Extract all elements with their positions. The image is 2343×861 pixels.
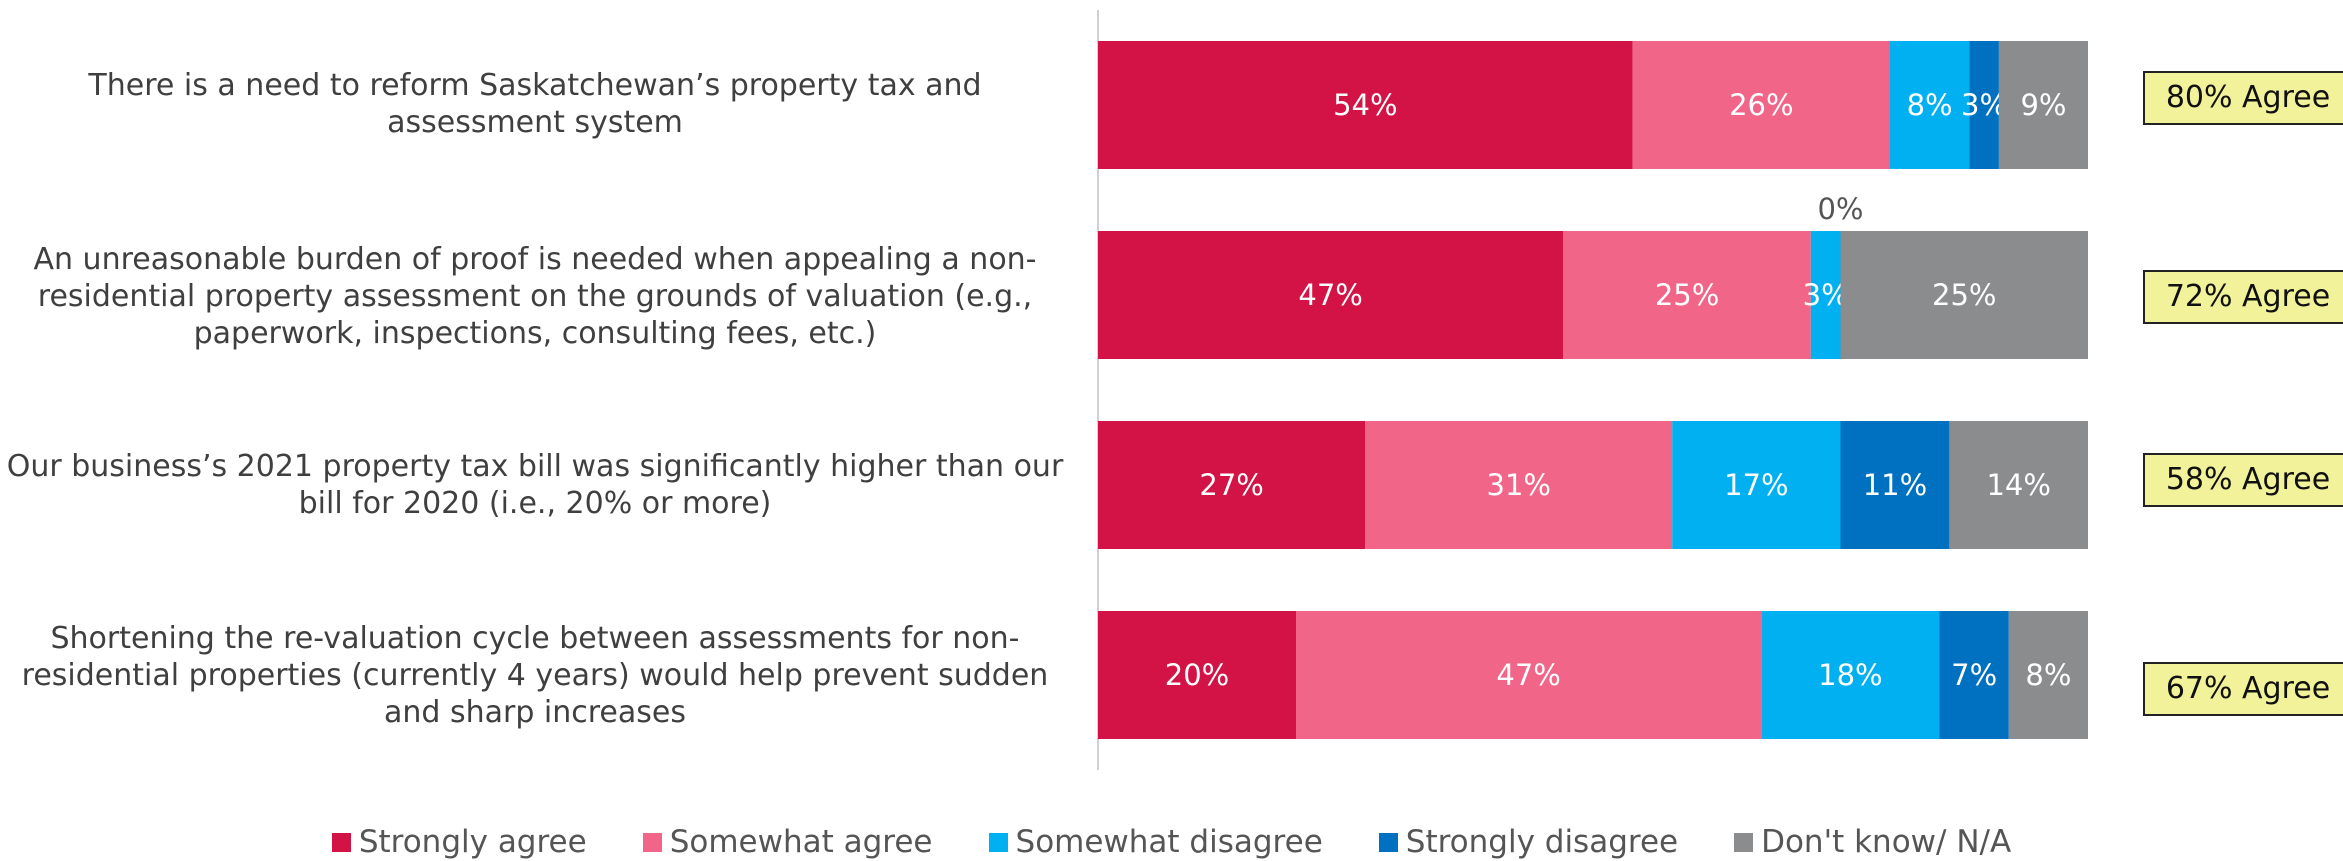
bar-segment bbox=[1949, 421, 2088, 549]
legend-label: Somewhat agree bbox=[669, 824, 933, 860]
bar-segment bbox=[1672, 421, 1841, 549]
legend-label: Strongly disagree bbox=[1405, 824, 1679, 860]
agree-total-badge-1: 80% Agree bbox=[2143, 71, 2343, 125]
category-label-3: Our business’s 2021 property tax bill wa… bbox=[6, 449, 1064, 521]
data-label: 31% bbox=[1487, 468, 1551, 502]
data-label: 27% bbox=[1199, 468, 1263, 502]
agree-total-badge-3: 58% Agree bbox=[2143, 453, 2343, 507]
legend-item-strongly-agree: Strongly agree bbox=[331, 823, 587, 861]
agree-total-badge-2: 72% Agree bbox=[2143, 270, 2343, 324]
legend-label: Somewhat disagree bbox=[1015, 824, 1323, 860]
data-label: 9% bbox=[2020, 88, 2066, 122]
data-label: 54% bbox=[1333, 88, 1397, 122]
bar-segment bbox=[1098, 231, 1564, 359]
data-label: 25% bbox=[1932, 278, 1996, 312]
legend-item-somewhat-agree: Somewhat agree bbox=[642, 823, 933, 861]
data-label: 25% bbox=[1655, 278, 1719, 312]
data-label: 0% bbox=[1817, 192, 1863, 226]
legend-swatch bbox=[1734, 832, 1754, 852]
category-label-1: There is a need to reform Saskatchewan’s… bbox=[88, 68, 982, 140]
category-label-2: An unreasonable burden of proof is neede… bbox=[33, 242, 1037, 351]
data-label: 8% bbox=[1907, 88, 1953, 122]
legend-swatch bbox=[331, 832, 351, 852]
data-label: 11% bbox=[1863, 468, 1927, 502]
bar-segment bbox=[1098, 611, 1296, 739]
data-label: 8% bbox=[2025, 658, 2071, 692]
bar-segment bbox=[1998, 41, 2088, 169]
bar-segment bbox=[1365, 421, 1673, 549]
legend-label: Strongly agree bbox=[358, 824, 587, 860]
bar-segment bbox=[1969, 41, 1999, 169]
bar-segment bbox=[1563, 231, 1811, 359]
bar-segment bbox=[1761, 611, 1940, 739]
data-label: 47% bbox=[1496, 658, 1560, 692]
category-label-4: Shortening the re-valuation cycle betwee… bbox=[21, 621, 1049, 730]
bar-segment bbox=[1890, 41, 1970, 169]
data-label: 14% bbox=[1986, 468, 2050, 502]
bar-segment bbox=[1098, 421, 1366, 549]
bar-segment bbox=[1840, 231, 2088, 359]
agree-total-badge-4: 67% Agree bbox=[2143, 662, 2343, 716]
bar-segment bbox=[1840, 421, 1950, 549]
legend-swatch bbox=[1378, 832, 1398, 852]
data-label: 20% bbox=[1165, 658, 1229, 692]
legend-label: Don't know/ N/A bbox=[1761, 824, 2012, 860]
legend-item-strongly-disagree: Strongly disagree bbox=[1378, 823, 1679, 861]
legend-item-somewhat-disagree: Somewhat disagree bbox=[988, 823, 1323, 861]
legend-swatch bbox=[988, 832, 1008, 852]
bar-segment bbox=[1939, 611, 2009, 739]
bar-segment bbox=[1632, 41, 1890, 169]
legend: Strongly agree Somewhat agree Somewhat d… bbox=[0, 823, 2343, 861]
data-label: 7% bbox=[1951, 658, 1997, 692]
data-label: 47% bbox=[1298, 278, 1362, 312]
legend-swatch bbox=[642, 832, 662, 852]
data-label: 26% bbox=[1729, 88, 1793, 122]
data-label: 18% bbox=[1818, 658, 1882, 692]
bar-segment bbox=[2008, 611, 2088, 739]
data-label: 17% bbox=[1724, 468, 1788, 502]
bar-segment bbox=[1296, 611, 1762, 739]
bar-segment bbox=[1810, 231, 1841, 359]
bar-segment bbox=[1098, 41, 1633, 169]
legend-item-dont-know: Don't know/ N/A bbox=[1734, 823, 2011, 861]
